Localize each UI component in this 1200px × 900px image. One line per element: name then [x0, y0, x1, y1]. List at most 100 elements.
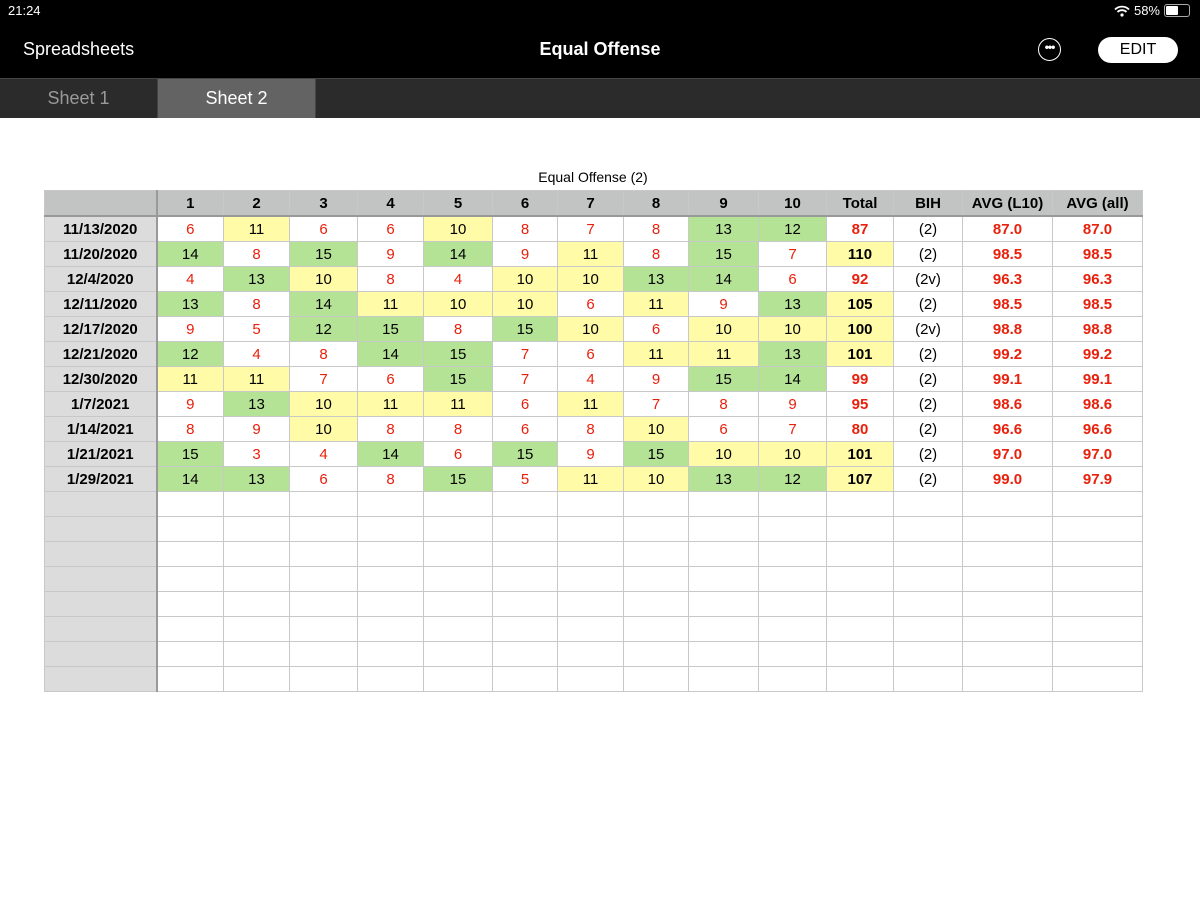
empty-cell[interactable] [623, 491, 689, 517]
score-cell[interactable]: 13 [688, 215, 759, 242]
empty-cell[interactable] [893, 566, 963, 592]
score-cell[interactable]: 8 [688, 391, 759, 417]
total-cell[interactable]: 101 [826, 341, 894, 367]
column-header[interactable]: 4 [357, 190, 424, 217]
score-cell[interactable]: 12 [289, 316, 358, 342]
empty-cell[interactable] [223, 616, 290, 642]
row-date[interactable]: 11/13/2020 [44, 215, 158, 242]
score-cell[interactable]: 10 [688, 441, 759, 467]
score-cell[interactable]: 4 [156, 266, 224, 292]
avg-l10-cell[interactable]: 99.0 [962, 466, 1053, 492]
score-cell[interactable]: 10 [423, 291, 493, 317]
avg-l10-cell[interactable]: 99.2 [962, 341, 1053, 367]
score-cell[interactable]: 6 [492, 416, 558, 442]
empty-cell[interactable] [758, 491, 827, 517]
score-cell[interactable]: 9 [357, 241, 424, 267]
empty-cell[interactable] [893, 616, 963, 642]
row-header-empty[interactable] [44, 666, 158, 692]
empty-cell[interactable] [156, 541, 224, 567]
score-cell[interactable]: 11 [423, 391, 493, 417]
score-cell[interactable]: 8 [357, 466, 424, 492]
empty-cell[interactable] [893, 591, 963, 617]
bih-cell[interactable]: (2v) [893, 266, 963, 292]
avg-l10-cell[interactable]: 98.5 [962, 241, 1053, 267]
empty-cell[interactable] [557, 541, 624, 567]
bih-cell[interactable]: (2) [893, 441, 963, 467]
empty-cell[interactable] [289, 541, 358, 567]
total-cell[interactable]: 110 [826, 241, 894, 267]
score-cell[interactable]: 6 [289, 466, 358, 492]
empty-cell[interactable] [357, 541, 424, 567]
empty-cell[interactable] [357, 641, 424, 667]
bih-cell[interactable]: (2) [893, 291, 963, 317]
score-cell[interactable]: 9 [492, 241, 558, 267]
score-cell[interactable]: 6 [357, 215, 424, 242]
empty-cell[interactable] [758, 541, 827, 567]
bih-cell[interactable]: (2) [893, 241, 963, 267]
row-header-empty[interactable] [44, 541, 158, 567]
total-cell[interactable]: 107 [826, 466, 894, 492]
bih-cell[interactable]: (2) [893, 391, 963, 417]
tab-sheet-1[interactable]: Sheet 1 [0, 79, 158, 118]
empty-cell[interactable] [357, 666, 424, 692]
empty-cell[interactable] [423, 566, 493, 592]
empty-cell[interactable] [223, 566, 290, 592]
empty-cell[interactable] [492, 666, 558, 692]
bih-cell[interactable]: (2v) [893, 316, 963, 342]
empty-cell[interactable] [223, 591, 290, 617]
empty-cell[interactable] [688, 566, 759, 592]
empty-cell[interactable] [156, 566, 224, 592]
score-cell[interactable]: 8 [557, 416, 624, 442]
empty-cell[interactable] [893, 516, 963, 542]
score-cell[interactable]: 9 [557, 441, 624, 467]
score-cell[interactable]: 13 [623, 266, 689, 292]
empty-cell[interactable] [623, 591, 689, 617]
empty-cell[interactable] [623, 616, 689, 642]
score-cell[interactable]: 14 [357, 341, 424, 367]
empty-cell[interactable] [423, 541, 493, 567]
score-cell[interactable]: 4 [223, 341, 290, 367]
score-cell[interactable]: 7 [492, 341, 558, 367]
bih-cell[interactable]: (2) [893, 466, 963, 492]
empty-cell[interactable] [826, 616, 894, 642]
total-cell[interactable]: 101 [826, 441, 894, 467]
avg-all-cell[interactable]: 98.5 [1052, 241, 1143, 267]
empty-cell[interactable] [557, 591, 624, 617]
empty-cell[interactable] [826, 591, 894, 617]
empty-cell[interactable] [962, 491, 1053, 517]
score-cell[interactable]: 13 [223, 266, 290, 292]
score-cell[interactable]: 14 [758, 366, 827, 392]
avg-l10-cell[interactable]: 96.6 [962, 416, 1053, 442]
score-cell[interactable]: 13 [688, 466, 759, 492]
empty-cell[interactable] [826, 666, 894, 692]
empty-cell[interactable] [423, 616, 493, 642]
score-cell[interactable]: 13 [758, 291, 827, 317]
score-cell[interactable]: 9 [623, 366, 689, 392]
avg-all-cell[interactable]: 97.9 [1052, 466, 1143, 492]
score-cell[interactable]: 12 [156, 341, 224, 367]
empty-cell[interactable] [893, 491, 963, 517]
score-cell[interactable]: 9 [688, 291, 759, 317]
score-cell[interactable]: 11 [623, 341, 689, 367]
score-cell[interactable]: 8 [357, 416, 424, 442]
row-header-empty[interactable] [44, 641, 158, 667]
empty-cell[interactable] [492, 641, 558, 667]
empty-cell[interactable] [492, 516, 558, 542]
score-cell[interactable]: 6 [357, 366, 424, 392]
empty-cell[interactable] [623, 516, 689, 542]
empty-cell[interactable] [223, 541, 290, 567]
score-cell[interactable]: 4 [557, 366, 624, 392]
score-cell[interactable]: 14 [156, 241, 224, 267]
avg-l10-cell[interactable]: 87.0 [962, 215, 1053, 242]
empty-cell[interactable] [962, 616, 1053, 642]
score-cell[interactable]: 6 [423, 441, 493, 467]
total-cell[interactable]: 87 [826, 215, 894, 242]
score-cell[interactable]: 6 [623, 316, 689, 342]
empty-cell[interactable] [156, 616, 224, 642]
tab-sheet-2[interactable]: Sheet 2 [158, 79, 316, 118]
score-cell[interactable]: 8 [289, 341, 358, 367]
empty-cell[interactable] [557, 491, 624, 517]
row-date[interactable]: 12/4/2020 [44, 266, 158, 292]
empty-cell[interactable] [688, 541, 759, 567]
score-cell[interactable]: 12 [758, 215, 827, 242]
